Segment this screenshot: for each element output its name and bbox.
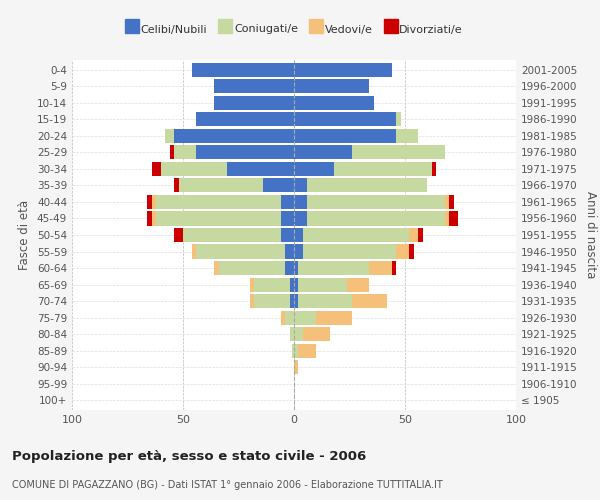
Bar xyxy=(396,129,418,143)
Bar xyxy=(192,63,294,77)
Bar xyxy=(294,360,298,374)
Bar xyxy=(250,294,254,308)
Bar xyxy=(307,195,445,209)
Bar xyxy=(290,327,294,341)
Bar xyxy=(285,310,294,324)
Bar xyxy=(294,244,303,258)
Bar xyxy=(316,310,352,324)
Bar xyxy=(292,344,294,357)
Bar xyxy=(298,261,370,275)
Bar xyxy=(294,146,352,160)
Bar xyxy=(196,146,294,160)
Bar xyxy=(449,212,458,226)
Bar xyxy=(396,112,401,126)
Bar xyxy=(294,63,392,77)
Bar xyxy=(294,327,303,341)
Bar xyxy=(294,212,307,226)
Bar xyxy=(165,129,174,143)
Bar xyxy=(334,162,431,176)
Bar xyxy=(157,195,281,209)
Bar xyxy=(392,261,396,275)
Bar xyxy=(294,228,303,242)
Bar xyxy=(214,96,294,110)
Bar xyxy=(196,112,294,126)
Bar xyxy=(370,261,392,275)
Bar xyxy=(157,212,281,226)
Bar xyxy=(263,178,294,192)
Bar xyxy=(445,212,449,226)
Bar xyxy=(254,294,290,308)
Bar xyxy=(179,178,263,192)
Bar xyxy=(352,294,387,308)
Bar xyxy=(227,162,294,176)
Bar xyxy=(294,344,298,357)
Bar xyxy=(152,195,157,209)
Bar xyxy=(170,146,174,160)
Bar xyxy=(214,261,218,275)
Bar xyxy=(352,146,445,160)
Bar xyxy=(294,80,370,94)
Bar xyxy=(307,178,427,192)
Bar xyxy=(294,129,396,143)
Bar xyxy=(218,261,285,275)
Bar xyxy=(294,96,374,110)
Bar xyxy=(148,212,152,226)
Bar xyxy=(418,228,423,242)
Bar xyxy=(285,244,294,258)
Bar xyxy=(196,244,285,258)
Y-axis label: Anni di nascita: Anni di nascita xyxy=(584,192,597,278)
Bar xyxy=(409,244,414,258)
Bar xyxy=(303,228,409,242)
Bar xyxy=(290,278,294,291)
Bar xyxy=(174,146,196,160)
Bar xyxy=(148,195,152,209)
Bar xyxy=(294,294,298,308)
Bar xyxy=(250,278,254,291)
Bar xyxy=(449,195,454,209)
Text: Popolazione per età, sesso e stato civile - 2006: Popolazione per età, sesso e stato civil… xyxy=(12,450,366,463)
Bar xyxy=(303,327,329,341)
Bar xyxy=(285,261,294,275)
Y-axis label: Fasce di età: Fasce di età xyxy=(19,200,31,270)
Bar xyxy=(298,294,352,308)
Bar xyxy=(294,112,396,126)
Bar xyxy=(294,278,298,291)
Bar xyxy=(409,228,418,242)
Bar xyxy=(174,178,179,192)
Bar xyxy=(281,195,294,209)
Bar xyxy=(294,178,307,192)
Bar xyxy=(174,228,183,242)
Bar xyxy=(152,162,161,176)
Bar xyxy=(192,244,196,258)
Bar xyxy=(281,310,285,324)
Bar xyxy=(183,228,281,242)
Bar xyxy=(396,244,409,258)
Bar xyxy=(161,162,227,176)
Bar xyxy=(298,278,347,291)
Legend: Celibi/Nubili, Coniugati/e, Vedovi/e, Divorziati/e: Celibi/Nubili, Coniugati/e, Vedovi/e, Di… xyxy=(121,20,467,39)
Text: COMUNE DI PAGAZZANO (BG) - Dati ISTAT 1° gennaio 2006 - Elaborazione TUTTITALIA.: COMUNE DI PAGAZZANO (BG) - Dati ISTAT 1°… xyxy=(12,480,443,490)
Bar xyxy=(347,278,370,291)
Bar xyxy=(290,294,294,308)
Bar xyxy=(445,195,449,209)
Bar xyxy=(303,244,396,258)
Bar xyxy=(294,195,307,209)
Bar xyxy=(254,278,290,291)
Bar xyxy=(294,162,334,176)
Bar xyxy=(214,80,294,94)
Bar xyxy=(281,228,294,242)
Bar xyxy=(294,261,298,275)
Bar xyxy=(152,212,157,226)
Bar xyxy=(174,129,294,143)
Bar xyxy=(281,212,294,226)
Bar xyxy=(307,212,445,226)
Bar xyxy=(431,162,436,176)
Bar xyxy=(298,344,316,357)
Bar xyxy=(294,310,316,324)
